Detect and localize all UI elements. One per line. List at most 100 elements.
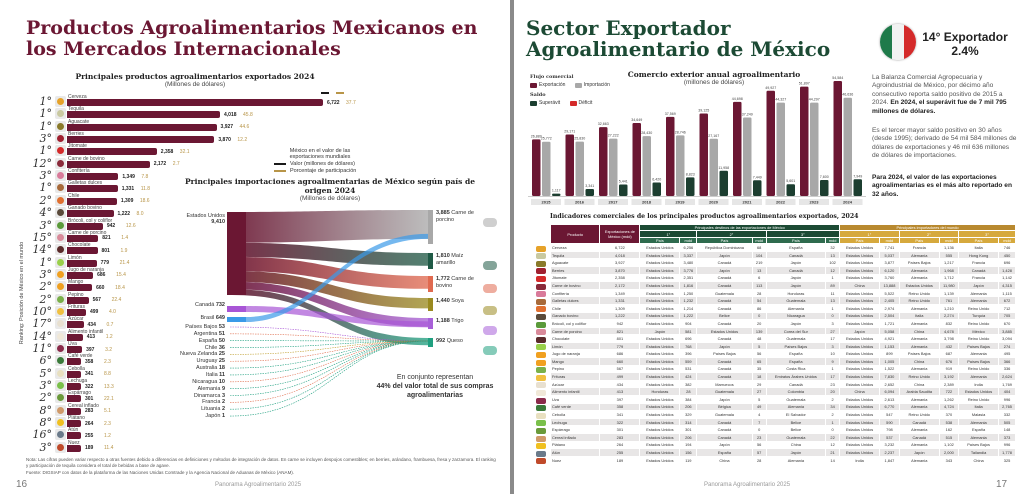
cell: 7 xyxy=(751,417,767,427)
bar-share: 44.6 xyxy=(239,124,250,131)
surplus-bar xyxy=(753,180,762,196)
export-bar xyxy=(67,259,97,267)
export-bar xyxy=(599,127,608,196)
cell: 761 xyxy=(938,296,960,305)
cell: 1,115 xyxy=(998,288,1016,298)
bar-value-label: 25,772 xyxy=(541,137,552,141)
cell: Alemania xyxy=(898,425,940,434)
cell: 559 xyxy=(679,357,698,366)
cell: Canadá xyxy=(696,273,753,283)
cell: Reino Unido xyxy=(898,410,940,419)
bar-value: 801 xyxy=(101,247,110,254)
product-icon xyxy=(536,450,546,457)
food-icon xyxy=(483,326,497,335)
sankey-source-label: Nicaragua 10 xyxy=(192,379,225,385)
table-row: Tequila 4,018 Estados Unidos 3,337 Japón 104 C… xyxy=(549,250,1016,260)
table-row: Pepino 567 Estados Unidos 531 Canadá 35 Costa … xyxy=(549,364,1016,374)
source-value: 53 xyxy=(218,324,225,330)
exporter-badge: 14° Exportador 2.4% xyxy=(920,30,1010,58)
para1-text: La Balanza Comercial Agropecuaria y Agro… xyxy=(872,74,1003,107)
bar-share: 2.3 xyxy=(104,358,111,365)
cell: 1,816 xyxy=(679,281,698,290)
cell: Alemania xyxy=(898,334,940,343)
bar-value-label: 44,297 xyxy=(809,98,820,102)
rank-label: 8° xyxy=(39,416,53,430)
table-row: Frituras 499 Estados Unidos 424 Canadá 18 Emir… xyxy=(549,372,1016,381)
product-label: Galletas dulces xyxy=(68,180,103,187)
cell: 5 xyxy=(751,395,767,404)
surplus-legend-label: Superávit xyxy=(539,100,561,106)
cell: 919 xyxy=(938,364,960,374)
cell: Canadá xyxy=(696,425,753,434)
cell: 11,980 xyxy=(938,281,960,290)
cell: 13 xyxy=(751,265,767,275)
cell: Alemania xyxy=(958,296,1000,305)
cell: Estados Unidos xyxy=(839,372,881,381)
cell: 358 xyxy=(599,402,641,412)
cell: Estados Unidos xyxy=(958,387,1000,397)
product-label: Ganado bovino xyxy=(68,205,102,212)
cell: India xyxy=(958,379,1000,389)
sankey-subtitle: (Millones de dólares) xyxy=(299,195,361,202)
cell: Alemania xyxy=(958,417,1000,427)
cell: Alemania xyxy=(898,402,940,412)
cell: 5 xyxy=(751,341,767,351)
cell: 832 xyxy=(938,319,960,328)
cell: 68 xyxy=(751,243,767,252)
cell: 18 xyxy=(751,372,767,381)
product-label: Pepino xyxy=(68,291,84,298)
product-icon-glyph xyxy=(57,382,64,390)
cell: Japón xyxy=(696,440,753,450)
table-row: Chocolate 801 Estados Unidos 696 Canadá 48 Gua… xyxy=(549,334,1016,343)
food-icon xyxy=(483,284,497,293)
cell: Canadá xyxy=(898,433,940,442)
cell: Países Bajos xyxy=(898,349,940,359)
cell: 397 xyxy=(599,395,641,404)
sankey-source-label: Francia 2 xyxy=(202,399,225,405)
cell: Alemania xyxy=(765,303,827,313)
cell: Estados Unidos xyxy=(839,433,881,442)
cell: 22 xyxy=(825,433,841,442)
product-icon-glyph xyxy=(57,184,64,192)
product-icon xyxy=(55,120,66,132)
cell: Honduras xyxy=(639,387,681,397)
cell: 14 xyxy=(825,455,841,465)
sankey-source-label: Uruguay 25 xyxy=(197,358,225,364)
sankey-node-target xyxy=(428,338,433,347)
bar-share: 7.8 xyxy=(141,173,149,180)
year-tab xyxy=(698,199,729,205)
cell: 57 xyxy=(751,448,767,457)
product-icon xyxy=(55,392,66,404)
bar-share: 0.7 xyxy=(106,321,114,328)
cell: 28 xyxy=(751,455,767,465)
cell: Estados Unidos xyxy=(839,243,881,252)
product-label: Cereal inflado xyxy=(68,402,99,409)
cell: República Dominicana xyxy=(696,243,753,252)
cell: Japón xyxy=(696,265,753,275)
cell: 32 xyxy=(825,243,841,252)
bar-value: 255 xyxy=(85,432,94,439)
cell-product: Aguacate xyxy=(549,258,601,267)
sankey-node-target xyxy=(428,298,433,311)
cell: Estados Unidos xyxy=(639,417,681,427)
cell: Japón xyxy=(898,448,940,457)
cell: 1,153 xyxy=(879,341,900,351)
bar-chart-subtitle: (Millones de dólares) xyxy=(164,81,226,88)
product-icon-glyph xyxy=(57,135,64,143)
export-bar xyxy=(67,160,150,168)
cell-product: Mango xyxy=(549,357,601,366)
cell-product: Frituras xyxy=(549,372,601,381)
cell-product: Alimento infantil xyxy=(549,387,601,397)
year-tab xyxy=(665,199,695,205)
export-bar xyxy=(699,113,708,196)
cell: 1,349 xyxy=(599,288,641,298)
food-icon xyxy=(483,346,497,355)
cell: 6,120 xyxy=(879,265,900,275)
bar-share: 4.0 xyxy=(109,309,116,316)
bar-value: 660 xyxy=(96,284,105,291)
bar-value: 3,870 xyxy=(218,136,231,143)
rank-label: 8° xyxy=(39,403,53,417)
legend-title: México en el valor de las exportaciones … xyxy=(289,148,351,160)
cell: 86 xyxy=(751,303,767,313)
